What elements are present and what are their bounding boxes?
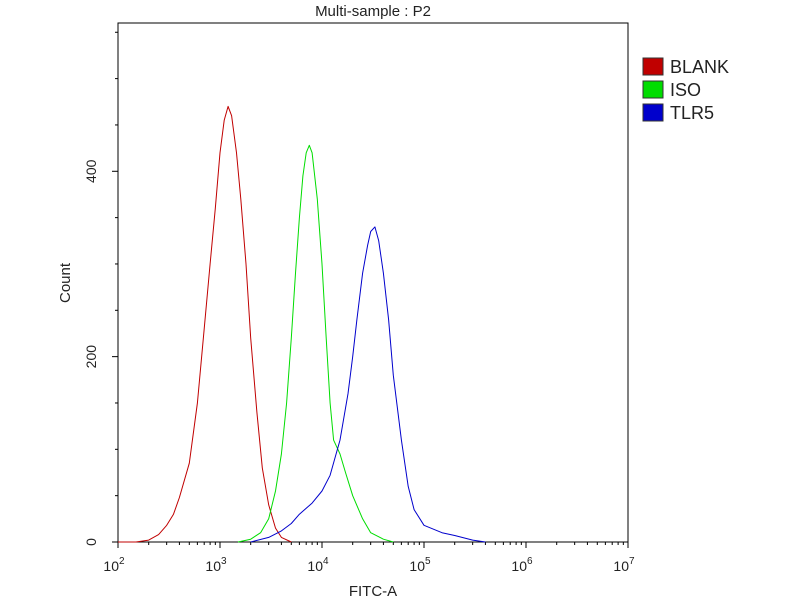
series-layer (118, 105, 486, 543)
y-tick-label: 200 (83, 345, 99, 369)
series-tlr5-line (250, 226, 486, 543)
y-tick-label: 400 (83, 159, 99, 183)
legend-swatch-blank (642, 57, 664, 76)
legend-swatch-iso (642, 80, 664, 99)
y-axis: 0 200 400 (83, 31, 118, 546)
x-tick-label: 102 (103, 556, 125, 574)
legend-label-tlr5: TLR5 (670, 103, 714, 123)
x-axis: 102 103 104 105 106 107 (103, 542, 635, 574)
y-axis-title: Count (57, 262, 74, 303)
x-tick-label: 103 (205, 556, 227, 574)
legend-swatch-tlr5 (642, 103, 664, 122)
legend: BLANK ISO TLR5 (642, 57, 729, 123)
chart-title: Multi-sample : P2 (315, 3, 431, 20)
x-tick-label: 105 (409, 556, 431, 574)
y-tick-label: 0 (83, 538, 99, 546)
legend-label-blank: BLANK (670, 57, 729, 77)
series-iso-line (237, 144, 394, 543)
plot-frame (117, 22, 629, 543)
x-axis-title: FITC-A (349, 583, 397, 600)
legend-label-iso: ISO (670, 80, 701, 100)
series-blank-line (118, 105, 292, 543)
x-tick-label: 106 (511, 556, 533, 574)
x-tick-label: 104 (307, 556, 329, 574)
x-tick-label: 107 (613, 556, 635, 574)
